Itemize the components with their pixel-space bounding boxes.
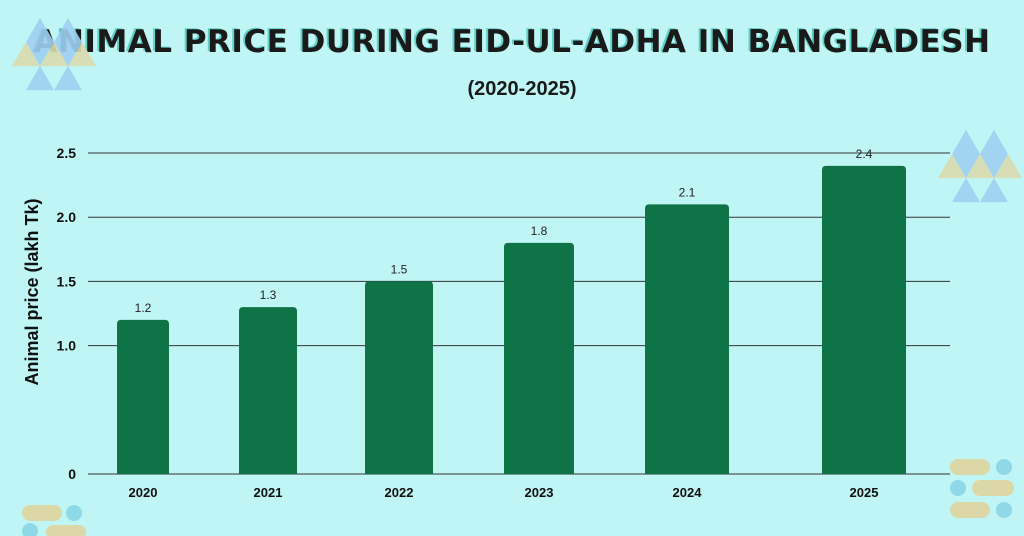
value-label: 1.3 (260, 288, 277, 302)
decor-triangle (40, 41, 68, 67)
x-tick-label: 2023 (525, 485, 554, 500)
y-tick-label: 2.5 (57, 145, 77, 161)
value-label: 2.1 (679, 185, 696, 199)
decor-triangle (26, 41, 54, 67)
value-label: 2.4 (856, 147, 873, 161)
decor-triangle (980, 153, 1008, 179)
y-tick-label: 0 (68, 466, 76, 482)
bar-2021 (239, 307, 297, 474)
value-labels: 1.2 1.3 1.5 1.8 2.1 2.4 (135, 147, 873, 315)
decor-dot (996, 502, 1012, 518)
decor-pill (22, 505, 62, 521)
decorations (12, 17, 1022, 536)
decor-triangle (952, 153, 980, 179)
x-tick-label: 2021 (254, 485, 283, 500)
decor-pill (950, 459, 990, 475)
y-tick-label: 2.0 (57, 209, 77, 225)
decor-triangle (26, 17, 54, 43)
chart-subtitle: (2020-2025) (467, 78, 577, 100)
decor-pill (46, 525, 86, 536)
x-axis-ticks: 2020 2021 2022 2023 2024 2025 (129, 485, 879, 500)
bars (117, 165, 906, 475)
bar-2020 (117, 319, 169, 474)
decor-triangle (980, 129, 1008, 155)
decor-triangle (980, 177, 1008, 203)
decor-triangle (952, 129, 980, 155)
decor-triangle (54, 17, 82, 43)
decor-triangle (938, 153, 966, 179)
value-label: 1.5 (391, 262, 408, 276)
decor-pill (950, 502, 990, 518)
decor-dot (996, 459, 1012, 475)
bar-2025 (822, 165, 906, 474)
decor-triangle (26, 65, 54, 91)
x-tick-label: 2022 (385, 485, 414, 500)
x-tick-label: 2025 (850, 485, 879, 500)
decor-triangle (952, 177, 980, 203)
bar-2022 (365, 281, 433, 474)
value-label: 1.8 (531, 224, 548, 238)
y-tick-label: 1.5 (57, 273, 77, 289)
decor-dot (950, 480, 966, 496)
decor-triangle (994, 153, 1022, 179)
decor-triangle (966, 153, 994, 179)
y-tick-label: 1.0 (57, 338, 77, 354)
decor-pill (972, 480, 1014, 496)
decor-dot (66, 505, 82, 521)
x-tick-label: 2024 (673, 485, 703, 500)
value-label: 1.2 (135, 301, 152, 315)
bar-2024 (645, 204, 729, 475)
y-axis-ticks: 0 1.0 1.5 2.0 2.5 (57, 145, 77, 482)
decor-triangle (12, 41, 40, 67)
decor-dot (22, 523, 38, 536)
decor-triangle (54, 65, 82, 91)
bar-2023 (504, 242, 574, 474)
x-tick-label: 2020 (129, 485, 158, 500)
chart-title: ANIMAL PRICE DURING EID-UL-ADHA IN BANGL… (33, 24, 991, 60)
decor-triangle (54, 41, 82, 67)
decor-triangle (68, 41, 96, 67)
y-axis-label: Animal price (lakh Tk) (22, 198, 42, 385)
